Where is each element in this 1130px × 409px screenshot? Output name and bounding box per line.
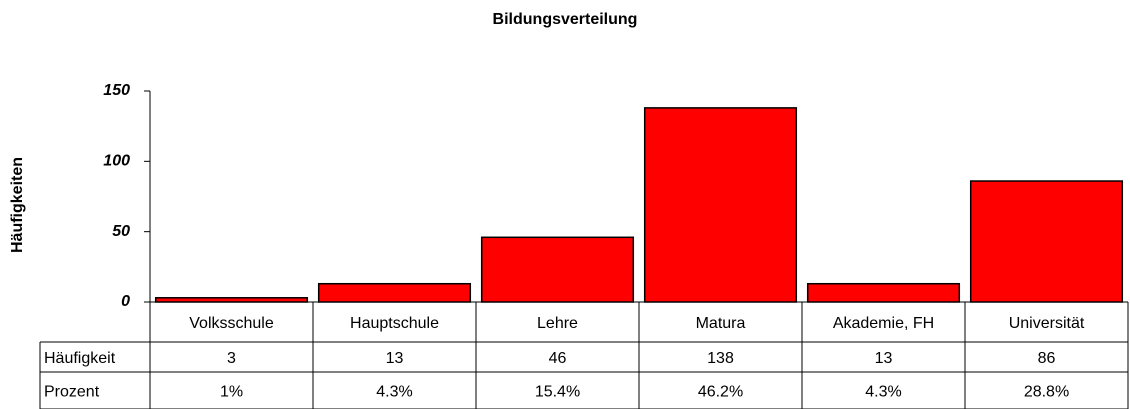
x-tick-label: Hauptschule <box>350 315 439 332</box>
y-tick-label: 150 <box>103 82 130 99</box>
x-tick-label: Lehre <box>537 315 578 332</box>
table-percent: 1% <box>220 384 243 401</box>
table-value: 46 <box>549 350 567 367</box>
table-value: 86 <box>1038 350 1056 367</box>
table-percent: 15.4% <box>535 384 580 401</box>
x-tick-label: Akademie, FH <box>833 315 934 332</box>
bar <box>480 236 635 303</box>
table-value: 138 <box>707 350 734 367</box>
bar <box>643 107 798 303</box>
table-percent: 4.3% <box>376 384 412 401</box>
x-tick-label: Matura <box>696 315 746 332</box>
y-tick-label: 50 <box>112 223 130 240</box>
chart-title: Bildungsverteilung <box>493 11 638 28</box>
x-tick-label: Universität <box>1009 315 1085 332</box>
table-percent: 4.3% <box>865 384 901 401</box>
y-tick-label: 0 <box>121 293 130 310</box>
bar <box>154 297 309 303</box>
y-tick-label: 100 <box>103 153 130 170</box>
table-percent: 46.2% <box>698 384 743 401</box>
table-value: 13 <box>875 350 893 367</box>
bar <box>317 282 472 303</box>
row-label: Häufigkeit <box>44 350 116 367</box>
bar <box>969 180 1124 303</box>
y-axis-label: Häufigkeiten <box>9 157 26 253</box>
table-percent: 28.8% <box>1024 384 1069 401</box>
x-tick-label: Volksschule <box>189 315 274 332</box>
table-value: 3 <box>227 350 236 367</box>
row-label: Prozent <box>44 384 100 401</box>
bar <box>806 282 961 303</box>
table-value: 13 <box>386 350 404 367</box>
